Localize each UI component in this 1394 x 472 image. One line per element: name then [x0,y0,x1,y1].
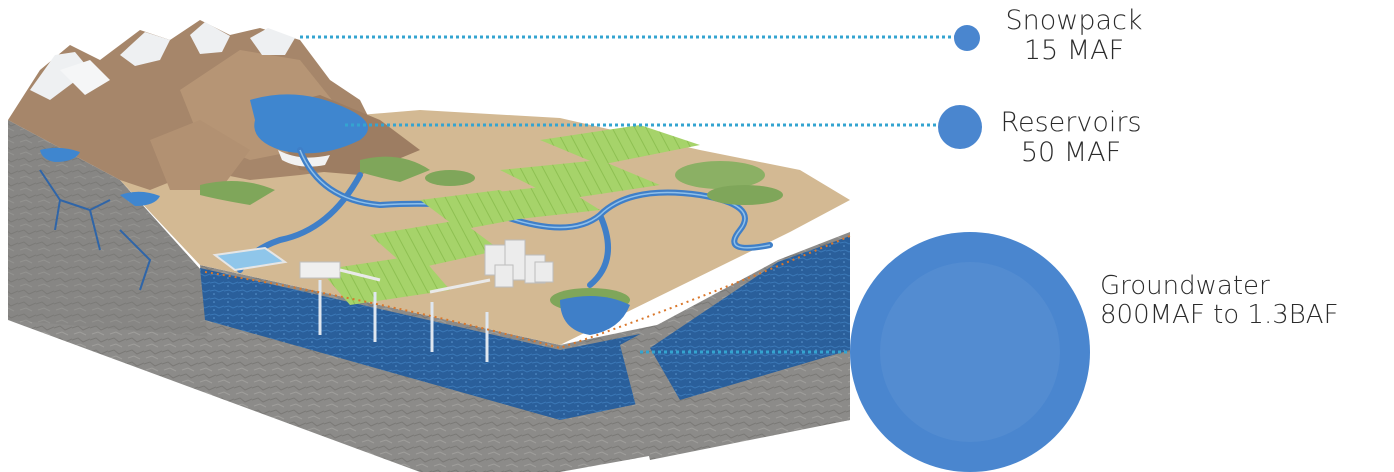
groundwater-wells [318,280,489,362]
farm-fields [320,125,700,305]
snowpack-name: Snowpack [1005,5,1143,36]
treatment-plant [212,246,491,294]
snowpack-label: Snowpack 15 MAF [1000,5,1148,67]
reservoirs-volume: 50 MAF [1020,137,1122,169]
snowcap [30,52,90,100]
reservoirs-label: Reservoirs 50 MAF [985,107,1157,169]
reservoirs-bubble [938,105,982,149]
city-buildings [484,239,554,288]
snowcap [250,28,295,55]
snowpack-volume: 15 MAF [1023,35,1125,67]
snowcap [60,60,110,95]
groundwater-label: Groundwater 800MAF to 1.3BAF [1100,271,1392,331]
reservoirs-name: Reservoirs [1000,107,1142,138]
right-face [620,232,850,460]
snowcap [120,32,170,66]
snowcap [190,22,230,54]
groundwater-bubble-inner [880,262,1060,442]
wetland [560,296,630,335]
groundwater-name: Groundwater [1100,271,1270,301]
snowpack-bubble [954,25,980,51]
groundwater-volume: 800MAF to 1.3BAF [1100,300,1339,331]
rock-fractures [39,169,152,291]
